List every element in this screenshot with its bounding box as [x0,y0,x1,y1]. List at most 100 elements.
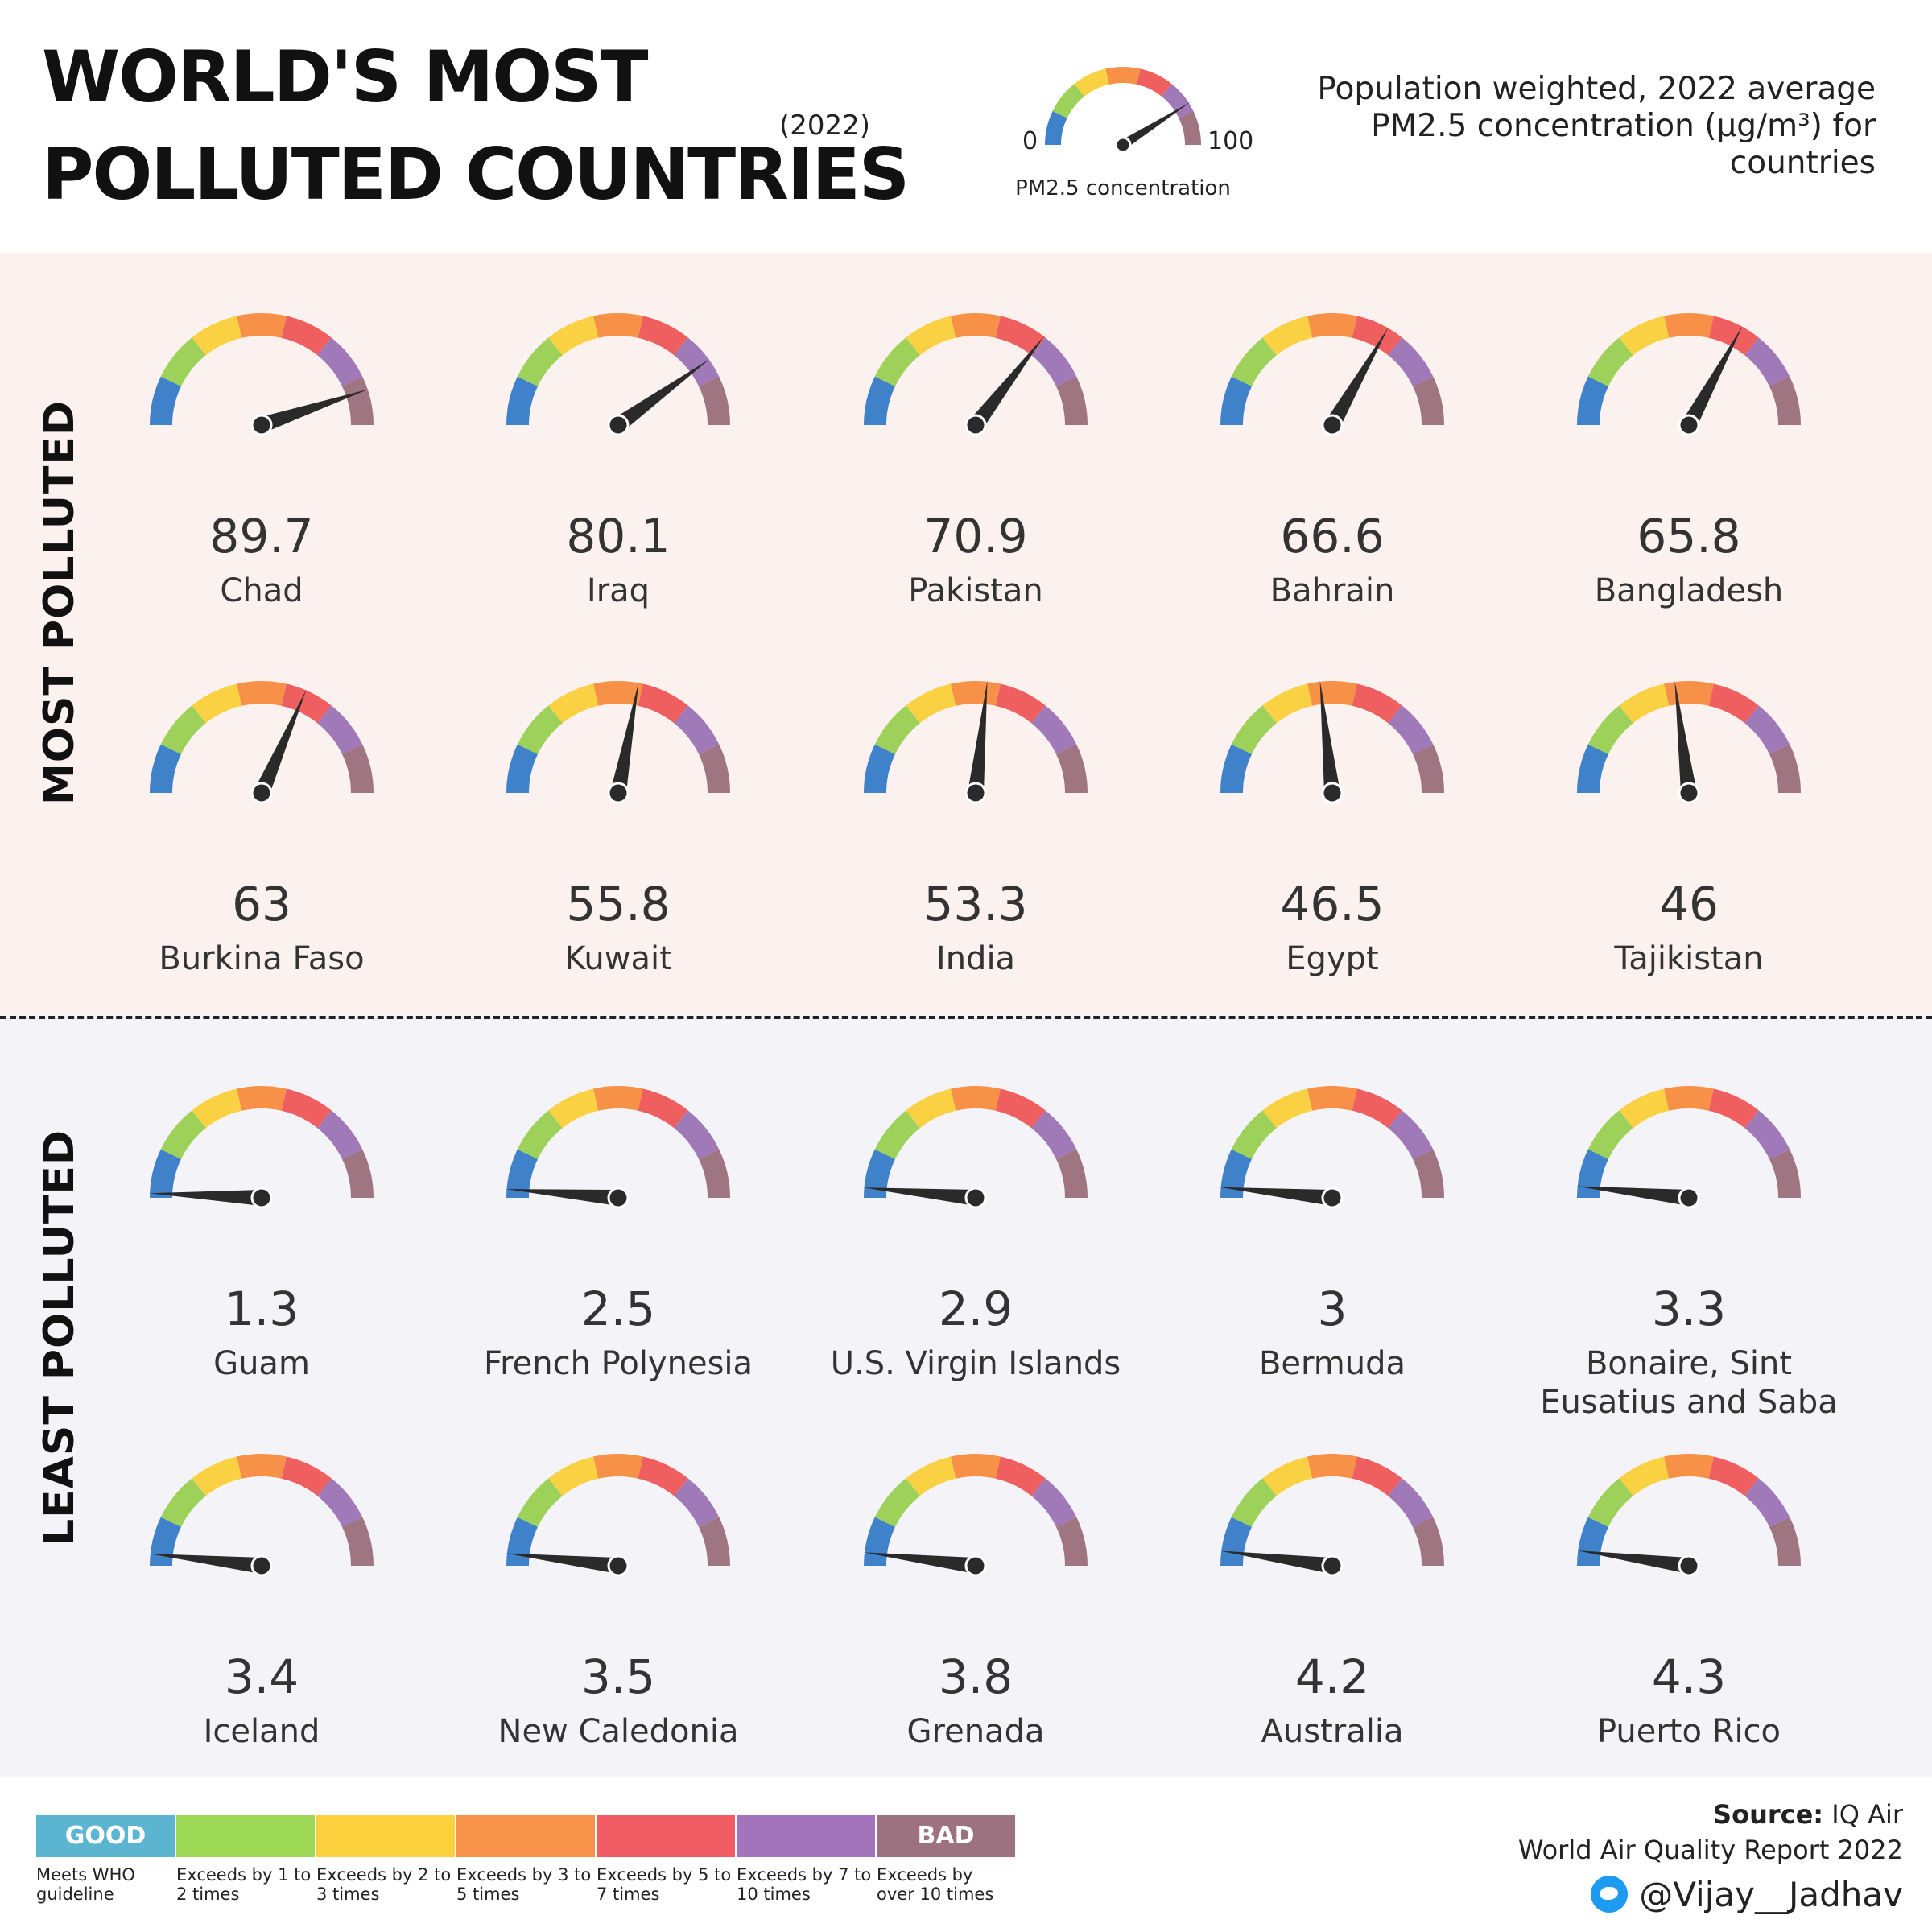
gauge-needle-hub [1321,1554,1344,1577]
gauge-arc-segment-1 [1220,376,1253,426]
gauge-value-label: 53.3 [923,877,1028,931]
scale-swatch [316,1815,455,1857]
gauge [863,1086,1088,1209]
gauge-arc-segment-5 [1352,683,1402,724]
gauge-needle-hub [1321,414,1344,436]
gauge-needle-hub [964,1187,987,1209]
gauge-arc-segment-1 [864,1149,896,1199]
gauge-arc-segment-7 [1769,1149,1801,1199]
scale-item: Exceeds by 7 to 10 times [737,1815,875,1904]
gauge-arc-segment-5 [281,316,332,356]
gauge-value-label: 89.7 [209,509,314,564]
scale-description: Exceeds by 1 to 2 times [176,1865,312,1904]
gauge-arc-segment-7 [1055,1517,1088,1567]
scale-description: Meets WHO guideline [36,1865,135,1904]
gauge-arc-segment-6 [1387,1478,1434,1528]
gauge [506,1086,730,1209]
gauge-arc-segment-6 [1744,1478,1790,1528]
gauge-arc-segment-2 [517,1478,564,1528]
gauge-needle-hub [1678,1187,1700,1209]
scale-item: Exceeds by 2 to 3 times [316,1815,455,1904]
gauge-arc-segment-5 [1352,1456,1402,1496]
gauge-arc-segment-7 [341,1517,374,1567]
gauge-needle [258,389,369,433]
gauge-card: 89.7 Chad [85,298,439,652]
gauge-arc-segment-2 [1587,1478,1634,1528]
gauge-card: 66.6 Bahrain [1155,298,1509,652]
gauge-arc-segment-5 [1352,316,1402,356]
gauge-arc-segment-6 [1387,1110,1434,1160]
source-label: Source: [1713,1799,1824,1830]
author-credit: @Vijay__Jadhav [1591,1872,1903,1917]
gauge-card: 4.2 Australia [1155,1439,1509,1793]
gauge-needle [1319,680,1340,795]
gauge-arc-segment-5 [1708,1088,1759,1129]
gauge-arc-segment-7 [1769,376,1801,426]
country-name: Chad [220,572,303,609]
legend-gauge-segment-5 [1136,68,1172,97]
gauge-arc-segment-3 [1262,1088,1313,1129]
gauge-arc-segment-1 [150,1517,182,1567]
gauge-value-label: 3.5 [580,1649,656,1704]
gauge-arc-segment-5 [1708,683,1759,724]
legend-gauge-arc [1045,67,1201,146]
gauge-needle [149,1554,263,1574]
gauge-arc-segment-7 [698,1517,730,1567]
scale-description: Exceeds by 3 to 5 times [456,1865,592,1904]
gauge-arc-segment-4 [1664,313,1714,338]
gauge-arc-segment-2 [874,705,921,755]
gauge-needle-hub [607,414,630,436]
country-name: Bonaire, Sint Eusatius and Saba [1540,1345,1838,1421]
scale-swatch: BAD [877,1815,1015,1857]
gauge-arc-segment-3 [906,1088,956,1129]
gauge [149,1086,374,1209]
scale-swatch [456,1815,595,1857]
gauge [149,1454,374,1577]
scale-item: BAD Exceeds by over 10 times [877,1815,1015,1904]
gauge-value-label: 4.2 [1294,1649,1370,1704]
section-divider [0,1016,1932,1019]
gauge-value-label: 1.3 [224,1282,299,1336]
gauge-arc-segment-6 [1387,705,1434,755]
gauge-arc-segment-3 [548,1456,599,1496]
gauge-arc-segment-5 [995,1088,1046,1129]
gauge-arc-segment-2 [517,705,564,755]
country-name: Tajikistan [1614,940,1764,977]
gauge-needle-hub [964,1554,987,1577]
gauge-arc-segment-7 [341,744,374,794]
chart-title-line-2: POLLUTED COUNTRIES [42,133,910,216]
gauge-arc-segment-5 [1708,316,1759,356]
gauge-needle [149,1190,262,1206]
gauge-card: 63 Burkina Faso [85,666,439,1020]
gauge-arc-segment-5 [638,316,688,356]
gauge-arc-segment-6 [1744,337,1790,387]
gauge-arc-segment-7 [341,1149,374,1199]
gauge-arc-segment-1 [1220,744,1253,794]
gauge-arc-segment-6 [1387,337,1434,387]
gauge-value-label: 3 [1317,1282,1348,1336]
country-name: Iraq [586,572,650,609]
gauge-value-label: 55.8 [566,877,671,931]
gauge-value-label: 46 [1659,877,1719,931]
legend-gauge-needle [1114,101,1191,154]
scale-description: Exceeds by 5 to 7 times [597,1865,732,1904]
gauge-arc-segment-7 [1412,376,1444,426]
country-name: Pakistan [908,572,1043,609]
gauge-card: 46.5 Egypt [1155,666,1509,1020]
gauge-arc-segment-2 [160,705,207,755]
country-name: Burkina Faso [159,940,365,977]
gauge-arc-segment-1 [506,376,539,426]
scale-swatch: GOOD [36,1815,175,1857]
chart-title-line-1: WORLD'S MOST [42,35,648,118]
country-name: India [935,940,1016,977]
gauge-arc-segment-6 [1030,1110,1077,1160]
gauge-arc-segment-3 [192,1088,242,1129]
gauge-value-label: 66.6 [1280,509,1385,564]
gauge-arc-segment-4 [593,313,643,338]
gauge-arc-segment-5 [638,1456,688,1496]
gauge-arc-segment-3 [1262,316,1313,356]
gauge-card: 2.9 U.S. Virgin Islands [799,1071,1153,1425]
gauge [1220,680,1444,804]
legend-gauge-segment-6 [1161,84,1194,118]
gauge-arc-segment-7 [1412,1149,1444,1199]
